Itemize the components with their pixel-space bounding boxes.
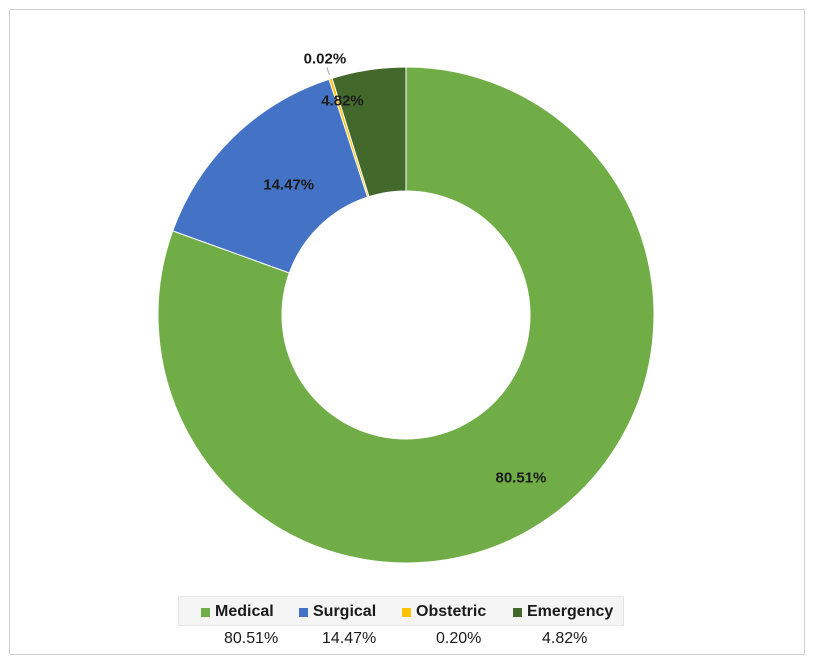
legend-value-obstetric: 0.20% — [436, 630, 482, 647]
legend-item-medical: Medical — [201, 602, 274, 622]
donut-slice-emergency — [331, 66, 407, 198]
legend-swatch-emergency — [513, 607, 522, 617]
legend-label-surgical: Surgical — [313, 603, 377, 620]
slice-label-obstetric: 0.02% — [304, 50, 347, 67]
legend-swatch-surgical — [299, 607, 308, 617]
slice-group — [157, 66, 655, 564]
legend-value-emergency: 4.82% — [542, 630, 588, 647]
slice-label-emergency: 4.82% — [321, 93, 364, 110]
legend-item-surgical: Surgical — [299, 602, 376, 622]
legend-swatch-medical — [201, 607, 210, 617]
legend-label-emergency: Emergency — [527, 603, 614, 620]
slice-label-surgical: 14.47% — [263, 177, 314, 194]
legend-swatch-obstetric — [402, 607, 411, 617]
slice-label-medical: 80.51% — [496, 470, 547, 487]
legend-value-medical: 80.51% — [224, 630, 279, 647]
legend-label-obstetric: Obstetric — [416, 603, 487, 620]
legend — [178, 596, 624, 626]
donut-slice-surgical — [172, 78, 369, 274]
legend-item-obstetric: Obstetric — [402, 602, 486, 622]
slice-label-group: 80.51% 14.47% 0.02% 4.82% — [263, 50, 546, 486]
donut-slice-medical — [157, 66, 655, 564]
legend-label-medical: Medical — [215, 603, 274, 620]
legend-value-surgical: 14.47% — [322, 630, 377, 647]
legend-item-emergency: Emergency — [513, 602, 613, 622]
obstetric-leader-line — [326, 67, 330, 76]
